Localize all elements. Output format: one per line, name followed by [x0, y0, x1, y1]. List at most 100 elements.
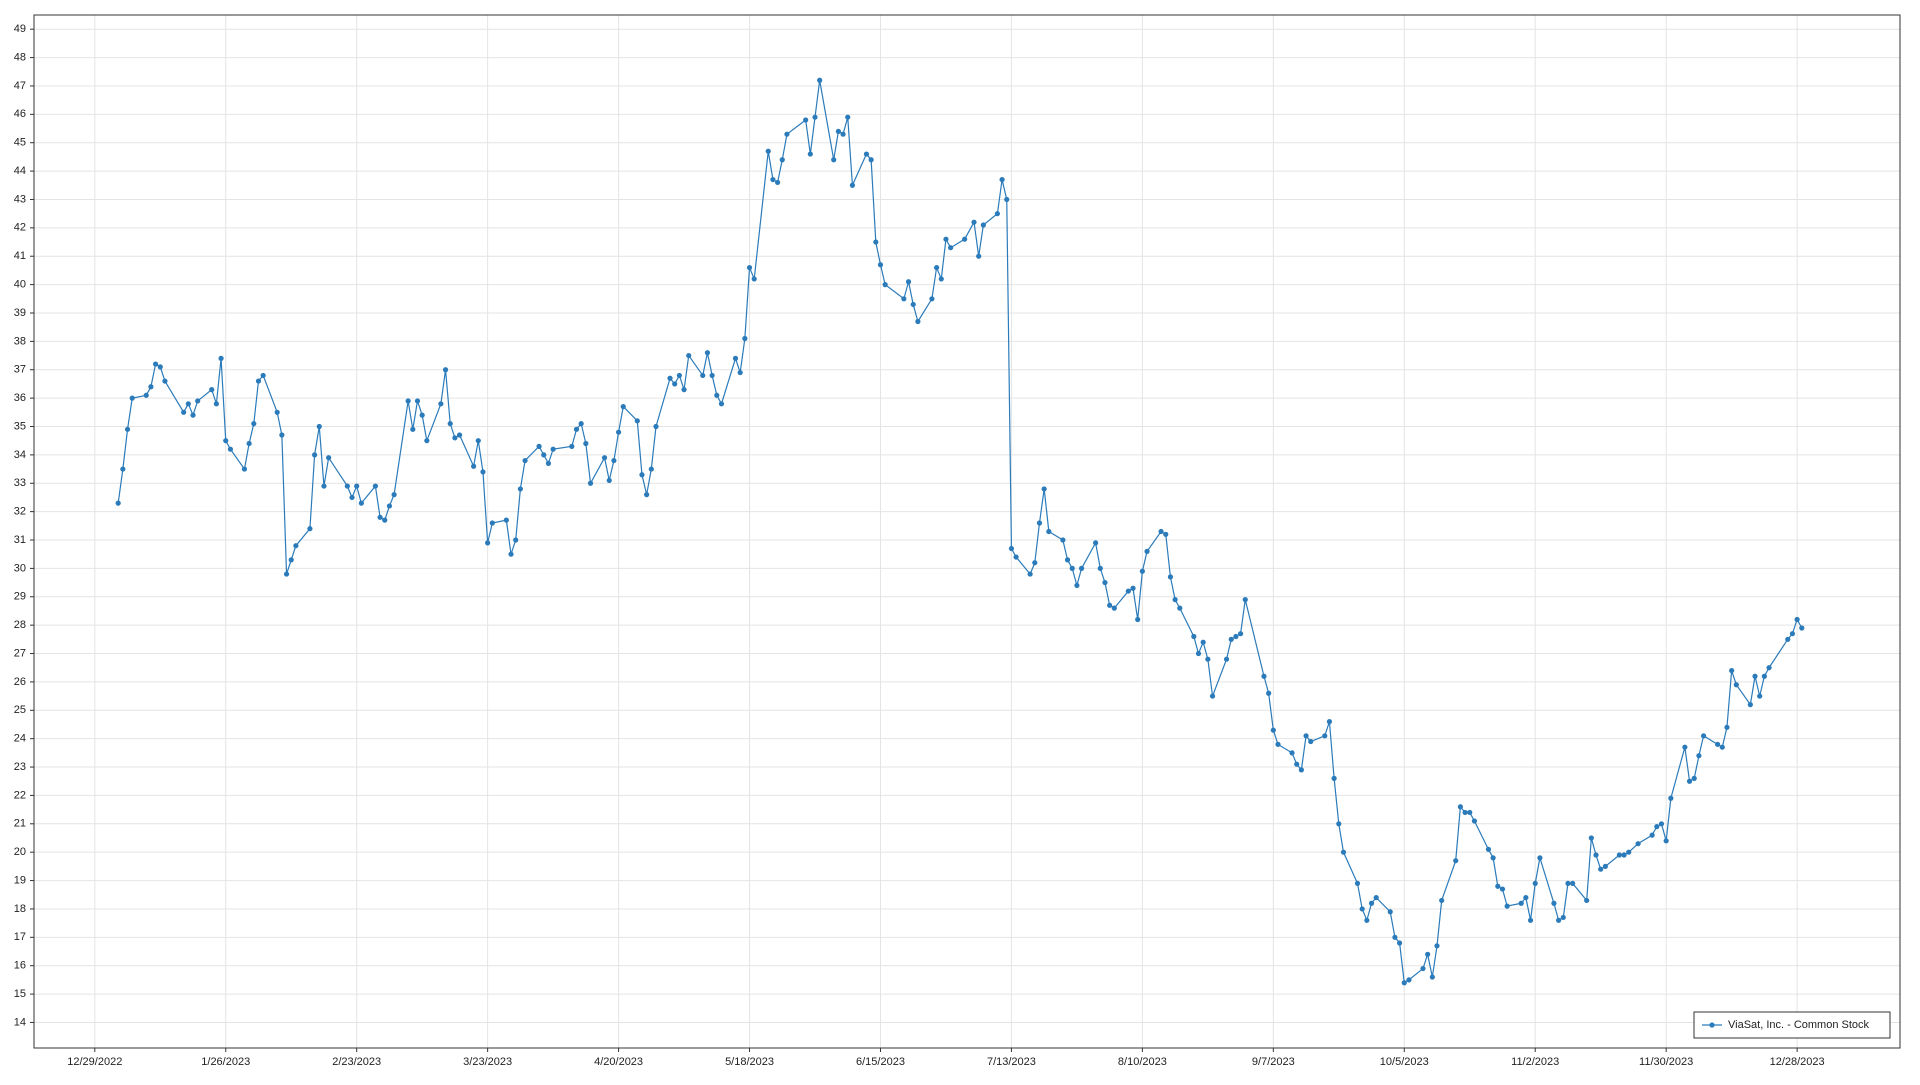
- data-point: [681, 387, 687, 393]
- data-point: [1490, 855, 1496, 861]
- data-point: [718, 401, 725, 407]
- x-tick-label: 7/13/2023: [987, 1056, 1036, 1068]
- data-point: [1696, 753, 1702, 759]
- data-point: [1069, 565, 1075, 571]
- y-tick-label: 48: [14, 51, 26, 63]
- data-point: [1668, 795, 1674, 801]
- data-point: [1298, 767, 1304, 773]
- y-tick-label: 33: [14, 477, 26, 489]
- data-point: [1799, 625, 1805, 631]
- data-point: [686, 352, 692, 359]
- data-point: [414, 398, 421, 404]
- data-point: [1266, 690, 1272, 696]
- data-point: [1392, 934, 1398, 940]
- x-tick-label: 9/7/2023: [1252, 1056, 1295, 1068]
- x-tick-label: 12/29/2022: [67, 1056, 122, 1068]
- data-point: [1013, 554, 1019, 560]
- data-point: [583, 440, 589, 447]
- data-point: [873, 239, 879, 245]
- data-point: [1537, 855, 1543, 861]
- data-point: [1261, 673, 1267, 679]
- data-point: [246, 440, 252, 447]
- data-point: [517, 486, 523, 492]
- x-tick-label: 4/20/2023: [594, 1056, 643, 1068]
- data-point: [812, 114, 818, 120]
- data-point: [475, 438, 481, 444]
- data-point: [704, 350, 711, 356]
- data-point: [1041, 486, 1047, 492]
- data-point: [1167, 574, 1174, 580]
- data-point: [905, 279, 912, 285]
- data-point: [185, 401, 191, 407]
- data-point: [1789, 631, 1796, 637]
- y-tick-label: 31: [14, 534, 26, 546]
- data-point: [1420, 965, 1426, 972]
- legend-marker: [1709, 1022, 1715, 1028]
- data-point: [1621, 852, 1627, 858]
- data-point: [489, 520, 495, 526]
- data-point: [868, 157, 874, 163]
- data-point: [1331, 775, 1337, 781]
- y-tick-label: 44: [14, 165, 26, 177]
- y-tick-label: 38: [14, 335, 26, 347]
- data-point: [1729, 667, 1735, 674]
- data-point: [1658, 821, 1665, 827]
- data-point: [578, 421, 584, 427]
- data-point: [274, 409, 280, 415]
- data-point: [1275, 741, 1281, 747]
- data-point: [1551, 900, 1557, 906]
- y-tick-label: 18: [14, 903, 26, 915]
- data-point: [737, 369, 743, 376]
- data-point: [606, 477, 612, 484]
- data-point: [1303, 733, 1309, 739]
- y-tick-label: 20: [14, 846, 26, 858]
- data-point: [779, 157, 785, 163]
- data-point: [241, 466, 248, 472]
- data-point: [644, 492, 650, 498]
- data-point: [1111, 605, 1117, 611]
- data-point: [1434, 943, 1440, 949]
- data-point: [321, 483, 327, 489]
- data-point: [316, 423, 322, 430]
- y-tick-label: 29: [14, 591, 26, 603]
- data-point: [545, 460, 552, 466]
- data-point: [1228, 636, 1234, 642]
- data-point: [456, 432, 463, 438]
- data-point: [1354, 880, 1361, 887]
- y-tick-label: 35: [14, 420, 26, 432]
- x-tick-label: 2/23/2023: [332, 1056, 381, 1068]
- data-point: [190, 412, 196, 418]
- data-point: [181, 409, 187, 415]
- data-point: [1172, 597, 1178, 603]
- y-tick-label: 16: [14, 960, 26, 972]
- data-point: [391, 492, 397, 498]
- data-point: [774, 179, 781, 186]
- data-point: [999, 176, 1005, 183]
- data-point: [293, 543, 299, 549]
- data-point: [634, 418, 640, 424]
- y-tick-label: 45: [14, 137, 26, 149]
- y-tick-label: 25: [14, 704, 26, 716]
- data-point: [1027, 571, 1033, 577]
- data-point: [522, 457, 528, 464]
- data-point: [1499, 886, 1506, 892]
- data-point: [227, 446, 234, 452]
- data-point: [377, 514, 383, 520]
- data-point: [1107, 602, 1113, 608]
- data-point: [1425, 951, 1431, 957]
- data-point: [541, 452, 547, 458]
- data-point: [817, 77, 823, 83]
- data-point: [513, 537, 519, 543]
- data-point: [1205, 656, 1211, 662]
- data-point: [1294, 761, 1300, 767]
- data-point: [452, 435, 458, 441]
- data-point: [1191, 633, 1197, 640]
- data-point: [1097, 565, 1103, 571]
- data-point: [615, 429, 622, 435]
- data-point: [1766, 665, 1772, 671]
- x-tick-label: 6/15/2023: [856, 1056, 905, 1068]
- data-point: [1209, 693, 1216, 699]
- data-point: [1163, 531, 1169, 537]
- data-point: [1233, 633, 1239, 640]
- data-point: [1598, 866, 1604, 872]
